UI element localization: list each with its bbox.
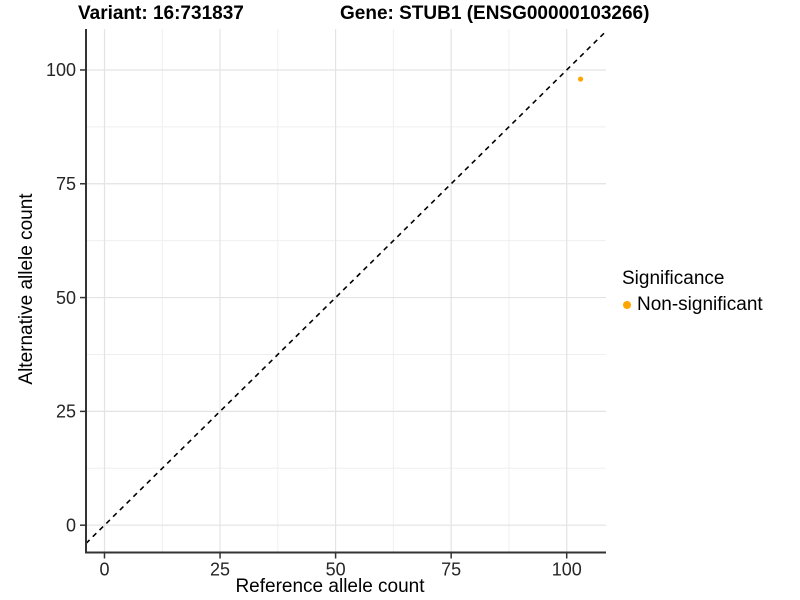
data-point (577, 76, 584, 82)
y-tick-label: 100 (46, 60, 76, 80)
legend-item-non-significant: Non-significant (620, 294, 763, 316)
legend: Significance Non-significant (620, 268, 763, 316)
y-axis-title: Alternative allele count (16, 193, 37, 385)
x-tick-label: 75 (441, 560, 461, 580)
x-tick-label: 0 (99, 560, 109, 580)
legend-title: Significance (622, 268, 725, 289)
x-tick-label: 25 (210, 560, 230, 580)
y-tick-label: 25 (56, 402, 76, 422)
y-tick-label: 0 (66, 515, 76, 535)
legend-marker-dot (623, 301, 631, 309)
x-tick-label: 50 (326, 560, 346, 580)
x-axis-title: Reference allele count (235, 576, 425, 597)
identity-line (85, 30, 607, 544)
y-tick-label: 75 (56, 174, 76, 194)
legend-item-label: Non-significant (637, 294, 763, 315)
y-tick-label: 50 (56, 288, 76, 308)
plot-title-gene: Gene: STUB1 (ENSG00000103266) (340, 3, 650, 24)
x-tick-label: 100 (552, 560, 582, 580)
plot-title-variant: Variant: 16:731837 (78, 3, 244, 24)
